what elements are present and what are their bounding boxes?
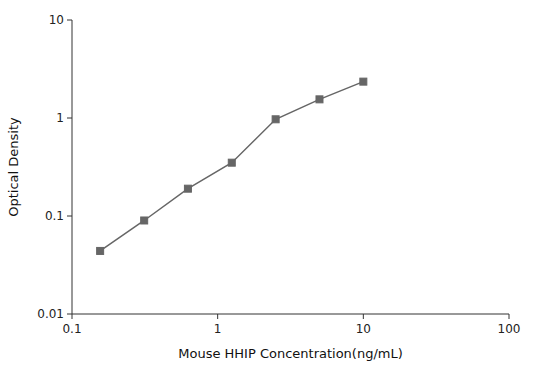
marker [272, 116, 279, 123]
x-tick-label: 100 [498, 322, 521, 336]
y-tick-label: 1 [56, 111, 64, 125]
x-tick [363, 314, 364, 319]
y-axis-label: Optical Density [6, 117, 21, 217]
background [0, 0, 533, 372]
marker [360, 78, 367, 85]
x-axis-line [72, 314, 509, 315]
x-axis-label: Mouse HHIP Concentration(ng/mL) [178, 346, 403, 361]
y-tick-label: 0.1 [45, 209, 64, 223]
marker [228, 159, 235, 166]
y-axis-line [72, 20, 73, 314]
x-tick [509, 314, 510, 319]
x-tick-label: 1 [214, 322, 222, 336]
y-tick [67, 314, 72, 315]
marker [184, 185, 191, 192]
y-tick-label: 10 [49, 13, 64, 27]
axes: 0.11101000.010.1110 [37, 13, 520, 336]
line [100, 82, 363, 251]
x-tick [217, 314, 218, 319]
marker [97, 247, 104, 254]
y-tick [67, 20, 72, 21]
x-tick-label: 0.1 [62, 322, 81, 336]
x-tick [72, 314, 73, 319]
marker [316, 96, 323, 103]
y-tick [67, 216, 72, 217]
chart: 0.11101000.010.1110Mouse HHIP Concentrat… [0, 0, 533, 372]
x-tick-label: 10 [356, 322, 371, 336]
y-tick-label: 0.01 [37, 307, 64, 321]
plot-area [97, 78, 367, 254]
marker [141, 217, 148, 224]
y-tick [67, 118, 72, 119]
